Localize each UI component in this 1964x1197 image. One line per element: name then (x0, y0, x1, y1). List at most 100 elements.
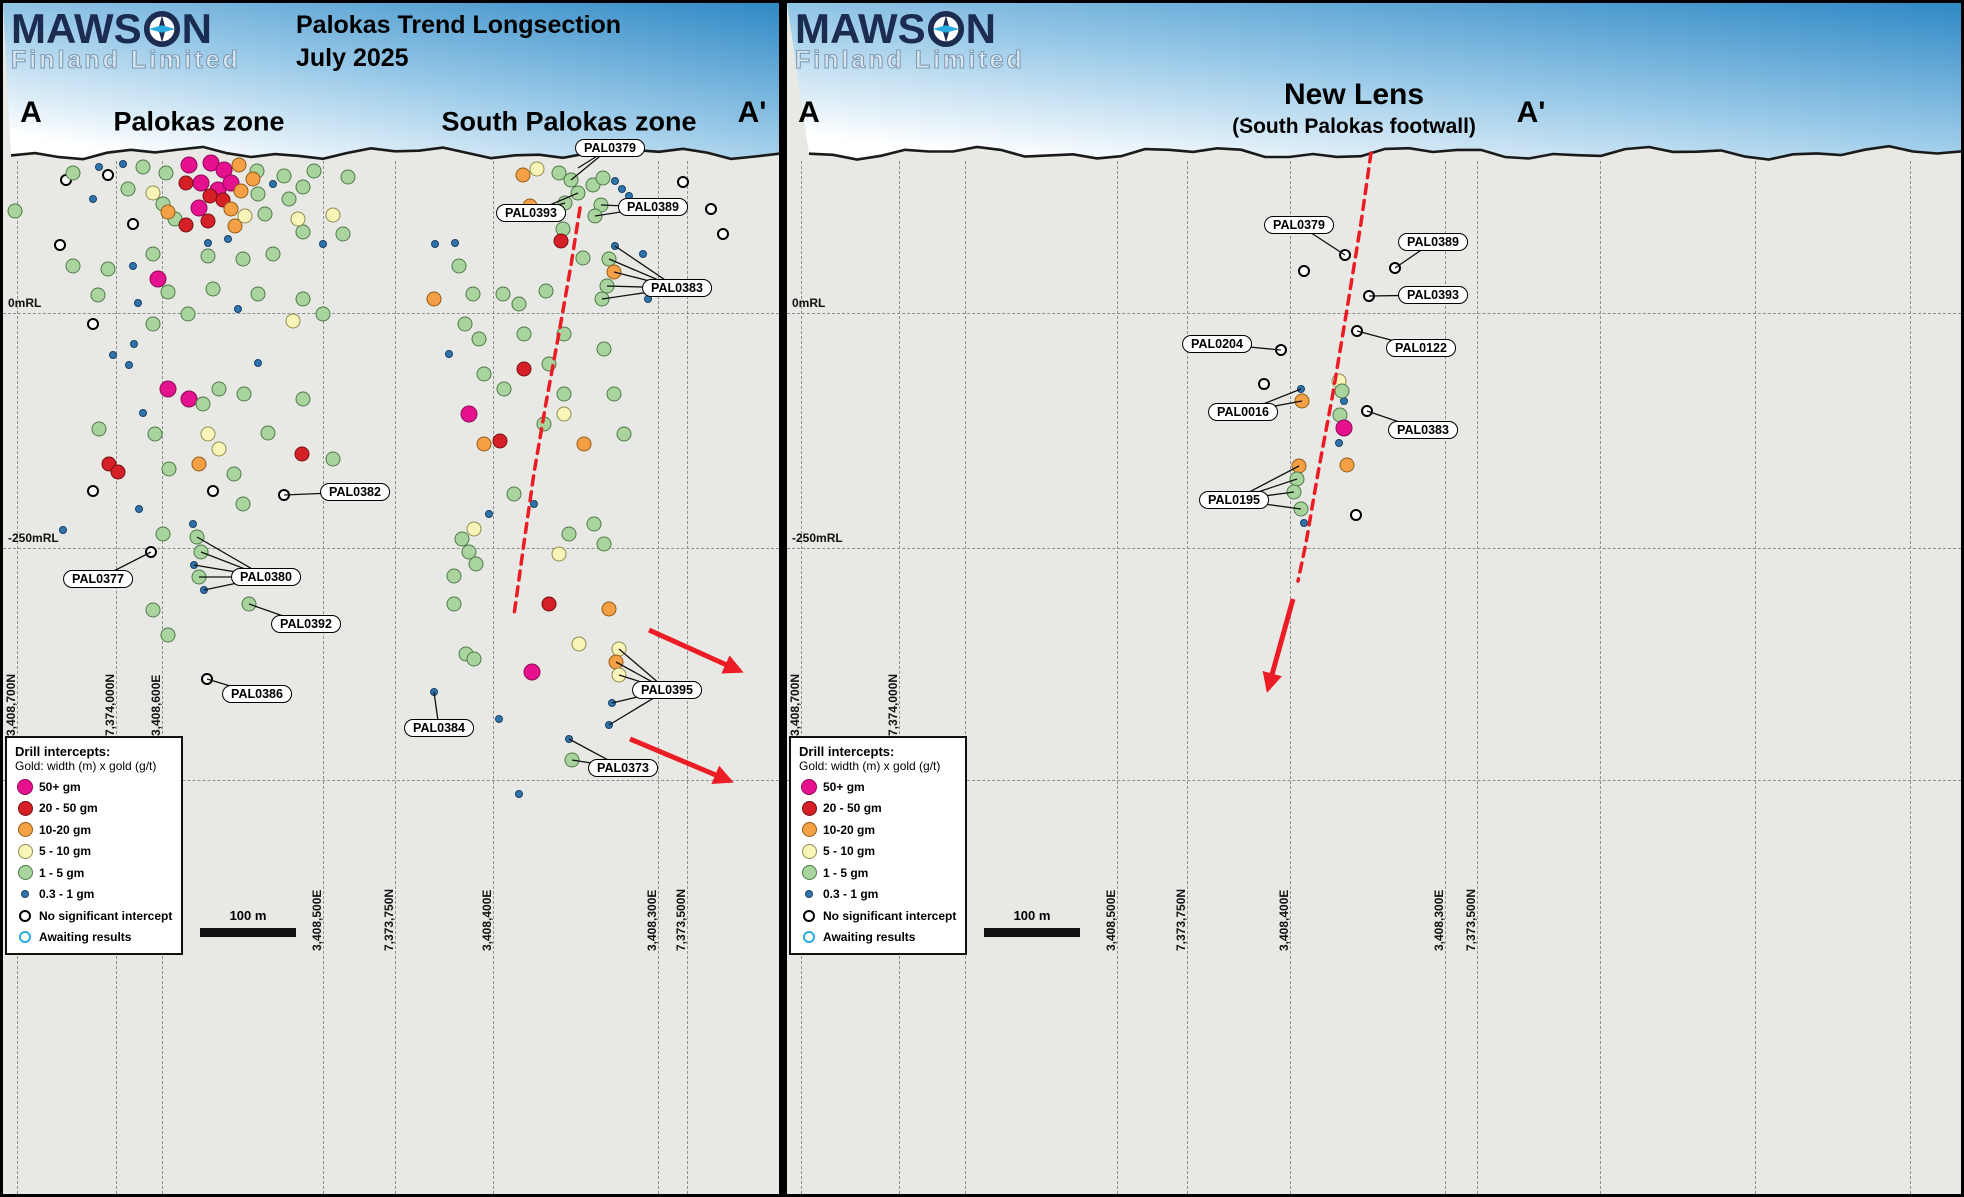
drill-intercept-dot (516, 361, 532, 377)
drill-intercept-dot (446, 596, 462, 612)
drill-intercept-dot (295, 224, 311, 240)
callout-PAL0373: PAL0373 (588, 759, 658, 777)
legend-swatch-dot (801, 822, 817, 838)
legend-item-label: 0.3 - 1 gm (823, 887, 879, 902)
scale-bar-label: 100 m (229, 908, 267, 923)
drill-intercept-dot (285, 313, 301, 329)
drill-intercept-dot (538, 283, 554, 299)
legend-item-label: 5 - 10 gm (823, 844, 876, 859)
drill-intercept-dot (594, 291, 610, 307)
legend-item-label: 1 - 5 gm (39, 865, 85, 880)
drill-intercept-dot (89, 195, 97, 203)
drill-intercept-dot (120, 181, 136, 197)
drill-intercept-dot (466, 521, 482, 537)
drill-intercept-dot (278, 489, 290, 501)
drill-intercept-dot (189, 529, 205, 545)
drill-intercept-dot (639, 250, 647, 258)
drill-intercept-dot (466, 651, 482, 667)
drill-intercept-dot (135, 159, 151, 175)
legend-item-label: 5 - 10 gm (39, 844, 92, 859)
drill-intercept-dot (471, 331, 487, 347)
legend-item: No significant intercept (15, 905, 175, 927)
grid-line-vertical (899, 161, 900, 1194)
drill-intercept-dot (211, 441, 227, 457)
legend-item-label: No significant intercept (823, 908, 957, 923)
legend-item: 1 - 5 gm (15, 862, 175, 884)
legend-item: 5 - 10 gm (15, 841, 175, 863)
legend-swatch-dot (17, 800, 33, 816)
section-marker-a: A (798, 96, 820, 129)
coordinate-label: 7,373,500N (674, 888, 688, 951)
drill-intercept-dot (265, 246, 281, 262)
coordinate-label: 7,373,500N (1464, 888, 1478, 951)
drill-intercept-dot (200, 426, 216, 442)
callout-PAL0389: PAL0389 (618, 198, 688, 216)
drill-intercept-dot (200, 213, 216, 229)
drill-intercept-dot (260, 425, 276, 441)
drill-intercept-dot (611, 667, 627, 683)
drill-intercept-dot (506, 486, 522, 502)
legend-swatch (15, 843, 35, 859)
drill-intercept-dot (426, 291, 442, 307)
drill-intercept-dot (191, 569, 207, 585)
callout-PAL0383: PAL0383 (1388, 421, 1458, 439)
drill-intercept-dot (110, 464, 126, 480)
section-marker-a: A (20, 96, 42, 129)
drill-intercept-dot (205, 281, 221, 297)
legend-swatch-dot (801, 865, 817, 881)
drill-intercept-dot (1298, 265, 1310, 277)
drill-intercept-dot (536, 416, 552, 432)
drill-intercept-dot (295, 391, 311, 407)
drill-intercept-dot (134, 299, 142, 307)
scale-bar: 100 m (200, 908, 296, 937)
callout-PAL0389: PAL0389 (1398, 233, 1468, 251)
drill-intercept-dot (100, 261, 116, 277)
drill-intercept-dot (446, 568, 462, 584)
drill-intercept-dot (1339, 249, 1351, 261)
drill-intercept-dot (195, 396, 211, 412)
drill-intercept-dot (160, 204, 176, 220)
drill-intercept-dot (561, 526, 577, 542)
callout-PAL0392: PAL0392 (271, 615, 341, 633)
legend-item-label: 0.3 - 1 gm (39, 887, 95, 902)
drill-intercept-dot (496, 381, 512, 397)
legend-item: 20 - 50 gm (799, 798, 959, 820)
drill-intercept-dot (556, 386, 572, 402)
mawson-wordmark: MAWS N (11, 7, 241, 51)
drill-intercept-dot (178, 217, 194, 233)
legend-item-label: 1 - 5 gm (823, 865, 869, 880)
grid-line-vertical (395, 161, 396, 1194)
drill-intercept-dot (1294, 393, 1310, 409)
drill-intercept-dot (193, 544, 209, 560)
callout-PAL0016: PAL0016 (1208, 403, 1278, 421)
coordinate-label: 3,408,600E (149, 674, 163, 736)
compass-icon (927, 10, 964, 48)
drill-intercept-dot (553, 233, 569, 249)
drill-intercept-dot (135, 505, 143, 513)
legend-item: 50+ gm (799, 776, 959, 798)
drill-intercept-dot (618, 185, 626, 193)
drill-intercept-dot (485, 510, 493, 518)
drill-intercept-dot (564, 752, 580, 768)
elevation-label: -250mRL (8, 531, 59, 545)
drill-intercept-dot (191, 456, 207, 472)
legend-title: Drill intercepts: (15, 744, 111, 759)
legend-item: 10-20 gm (799, 819, 959, 841)
logo-subtitle: Finland Limited (794, 46, 1025, 74)
legend-swatch-dot (19, 931, 31, 944)
grid-line-vertical (17, 161, 18, 1194)
drill-intercept-dot (575, 250, 591, 266)
coordinate-label: 3,408,700N (788, 673, 802, 736)
callout-PAL0379: PAL0379 (575, 139, 645, 157)
callout-PAL0383: PAL0383 (642, 279, 712, 297)
legend-swatch-dot (17, 822, 33, 838)
drill-intercept-dot (515, 167, 531, 183)
drill-intercept-dot (147, 426, 163, 442)
drill-intercept-dot (158, 165, 174, 181)
drill-intercept-dot (451, 258, 467, 274)
drill-intercept-dot (595, 170, 611, 186)
drill-intercept-dot (1389, 262, 1401, 274)
drill-intercept-dot (1350, 509, 1362, 521)
coordinate-label: 3,408,500E (1104, 889, 1118, 951)
drill-intercept-dot (596, 536, 612, 552)
